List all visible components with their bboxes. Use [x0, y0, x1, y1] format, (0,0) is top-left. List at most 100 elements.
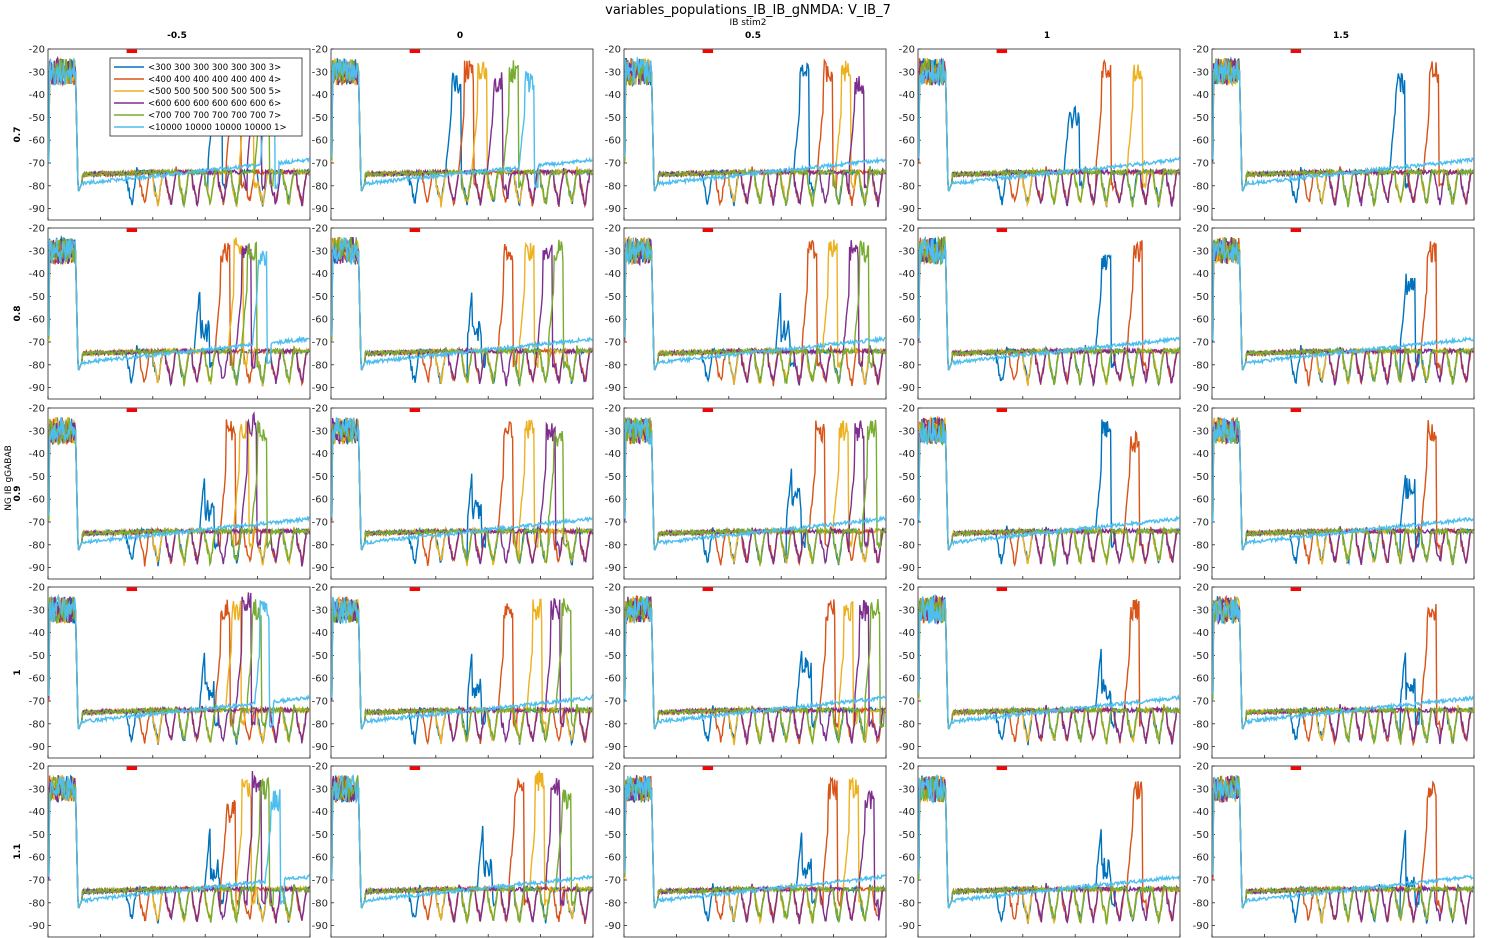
panel-frame — [47, 227, 311, 400]
panel-frame — [623, 407, 887, 580]
y-tick-label: -50 — [29, 830, 45, 841]
traces — [918, 773, 1180, 925]
traces — [918, 415, 1180, 568]
panel-4-1: -90-80-70-60-50-40-30-200200400600800100… — [312, 762, 594, 938]
y-tick-label: -20 — [29, 45, 45, 56]
series-line-5 — [624, 416, 886, 551]
y-tick-label: -20 — [899, 762, 915, 773]
y-tick-label: -30 — [605, 67, 621, 78]
y-tick-label: -40 — [29, 269, 45, 280]
y-tick-label: -20 — [605, 762, 621, 773]
y-tick-label: -60 — [312, 853, 328, 864]
series-line-4 — [331, 598, 593, 743]
panel-1-1: -90 -80 -70 -60 -50 -40 -30 -20 — [312, 224, 594, 400]
panel-3-4: -90 -80 -70 -60 -50 -40 -30 -20 — [1193, 583, 1475, 759]
series-line-5 — [48, 775, 310, 909]
y-tick-label: -50 — [312, 113, 328, 124]
y-tick-label: -20 — [29, 404, 45, 415]
column-label: 1 — [1044, 31, 1050, 41]
y-tick-label: -90 — [29, 204, 45, 215]
panel-grid: -90 -80 -70 -60 -50 -40 -30 -20 -0.5 0.7 -90 -80 -70… — [13, 31, 1475, 938]
y-tick-label: -60 — [312, 136, 328, 147]
series-line-4 — [1212, 58, 1474, 208]
column-label: 1.5 — [1333, 31, 1349, 41]
traces — [331, 417, 593, 567]
series-line-4 — [918, 235, 1180, 387]
y-tick-label: -70 — [605, 159, 621, 170]
y-tick-label: -30 — [29, 67, 45, 78]
y-tick-label: -90 — [312, 204, 328, 215]
panel-3-1: -90 -80 -70 -60 -50 -40 -30 -20 — [312, 583, 594, 759]
y-tick-label: -80 — [605, 898, 621, 909]
column-label: 0.5 — [745, 31, 761, 41]
series-line-4 — [1212, 237, 1474, 385]
y-tick-label: -40 — [312, 90, 328, 101]
y-tick-label: -90 — [312, 921, 328, 932]
y-tick-label: -90 — [1193, 204, 1209, 215]
y-tick-label: -80 — [1193, 360, 1209, 371]
y-tick-label: -80 — [312, 360, 328, 371]
y-tick-label: -60 — [29, 674, 45, 685]
legend-entry: <700 700 700 700 700 700 7> — [148, 111, 281, 121]
y-tick-label: -80 — [29, 898, 45, 909]
y-tick-label: -60 — [1193, 495, 1209, 506]
series-line-5 — [48, 238, 310, 371]
y-tick-label: -50 — [1193, 472, 1209, 483]
y-tick-label: -20 — [605, 224, 621, 235]
y-tick-label: -90 — [605, 742, 621, 753]
y-tick-label: -60 — [1193, 674, 1209, 685]
y-tick-label: -90 — [899, 204, 915, 215]
y-tick-label: -30 — [29, 246, 45, 257]
y-tick-label: -20 — [312, 404, 328, 415]
y-tick-label: -50 — [1193, 292, 1209, 303]
series-line-4 — [624, 417, 886, 566]
y-tick-label: -70 — [29, 518, 45, 529]
y-tick-label: -70 — [29, 697, 45, 708]
y-tick-label: -70 — [29, 338, 45, 349]
y-tick-label: -30 — [1193, 67, 1209, 78]
y-tick-label: -30 — [1193, 426, 1209, 437]
y-tick-label: -40 — [605, 90, 621, 101]
series-line-5 — [331, 417, 593, 551]
y-tick-label: -40 — [312, 807, 328, 818]
y-tick-label: -20 — [1193, 583, 1209, 594]
y-tick-label: -60 — [605, 674, 621, 685]
panel-2-1: -90 -80 -70 -60 -50 -40 -30 -20 — [312, 404, 594, 580]
y-tick-label: -80 — [605, 181, 621, 192]
column-group-label: IB stim2 — [730, 18, 767, 28]
y-tick-label: -50 — [899, 830, 915, 841]
panel-0-2: -90 -80 -70 -60 -50 -40 -30 -20 0.5 — [605, 31, 887, 221]
y-tick-label: -90 — [312, 742, 328, 753]
y-tick-label: -40 — [899, 807, 915, 818]
y-tick-label: -70 — [29, 159, 45, 170]
series-line-4 — [48, 237, 310, 387]
y-tick-label: -40 — [1193, 269, 1209, 280]
y-tick-label: -60 — [1193, 136, 1209, 147]
legend-box — [109, 57, 303, 137]
y-tick-label: -40 — [1193, 90, 1209, 101]
panel-3-3: -90 -80 -70 -60 -50 -40 -30 -20 — [899, 583, 1181, 759]
panel-frame — [47, 765, 311, 938]
row-label: 1.1 — [13, 844, 23, 860]
y-tick-label: -60 — [312, 674, 328, 685]
series-line-5 — [918, 58, 1180, 192]
y-tick-label: -40 — [899, 90, 915, 101]
y-tick-label: -40 — [1193, 449, 1209, 460]
y-tick-label: -50 — [605, 113, 621, 124]
y-tick-label: -40 — [605, 628, 621, 639]
y-tick-label: -90 — [1193, 563, 1209, 574]
y-tick-label: -50 — [899, 472, 915, 483]
y-tick-label: -60 — [29, 315, 45, 326]
panel-frame — [623, 586, 887, 759]
panel-frame — [47, 407, 311, 580]
y-tick-label: -50 — [1193, 113, 1209, 124]
series-line-4 — [624, 58, 886, 208]
panel-frame — [917, 407, 1181, 580]
y-tick-label: -40 — [29, 807, 45, 818]
traces — [1212, 416, 1474, 566]
y-tick-label: -50 — [899, 113, 915, 124]
y-tick-label: -90 — [29, 921, 45, 932]
row-label: 0.9 — [13, 486, 23, 502]
panel-3-0: -90 -80 -70 -60 -50 -40 -30 -20 1 — [13, 583, 311, 759]
